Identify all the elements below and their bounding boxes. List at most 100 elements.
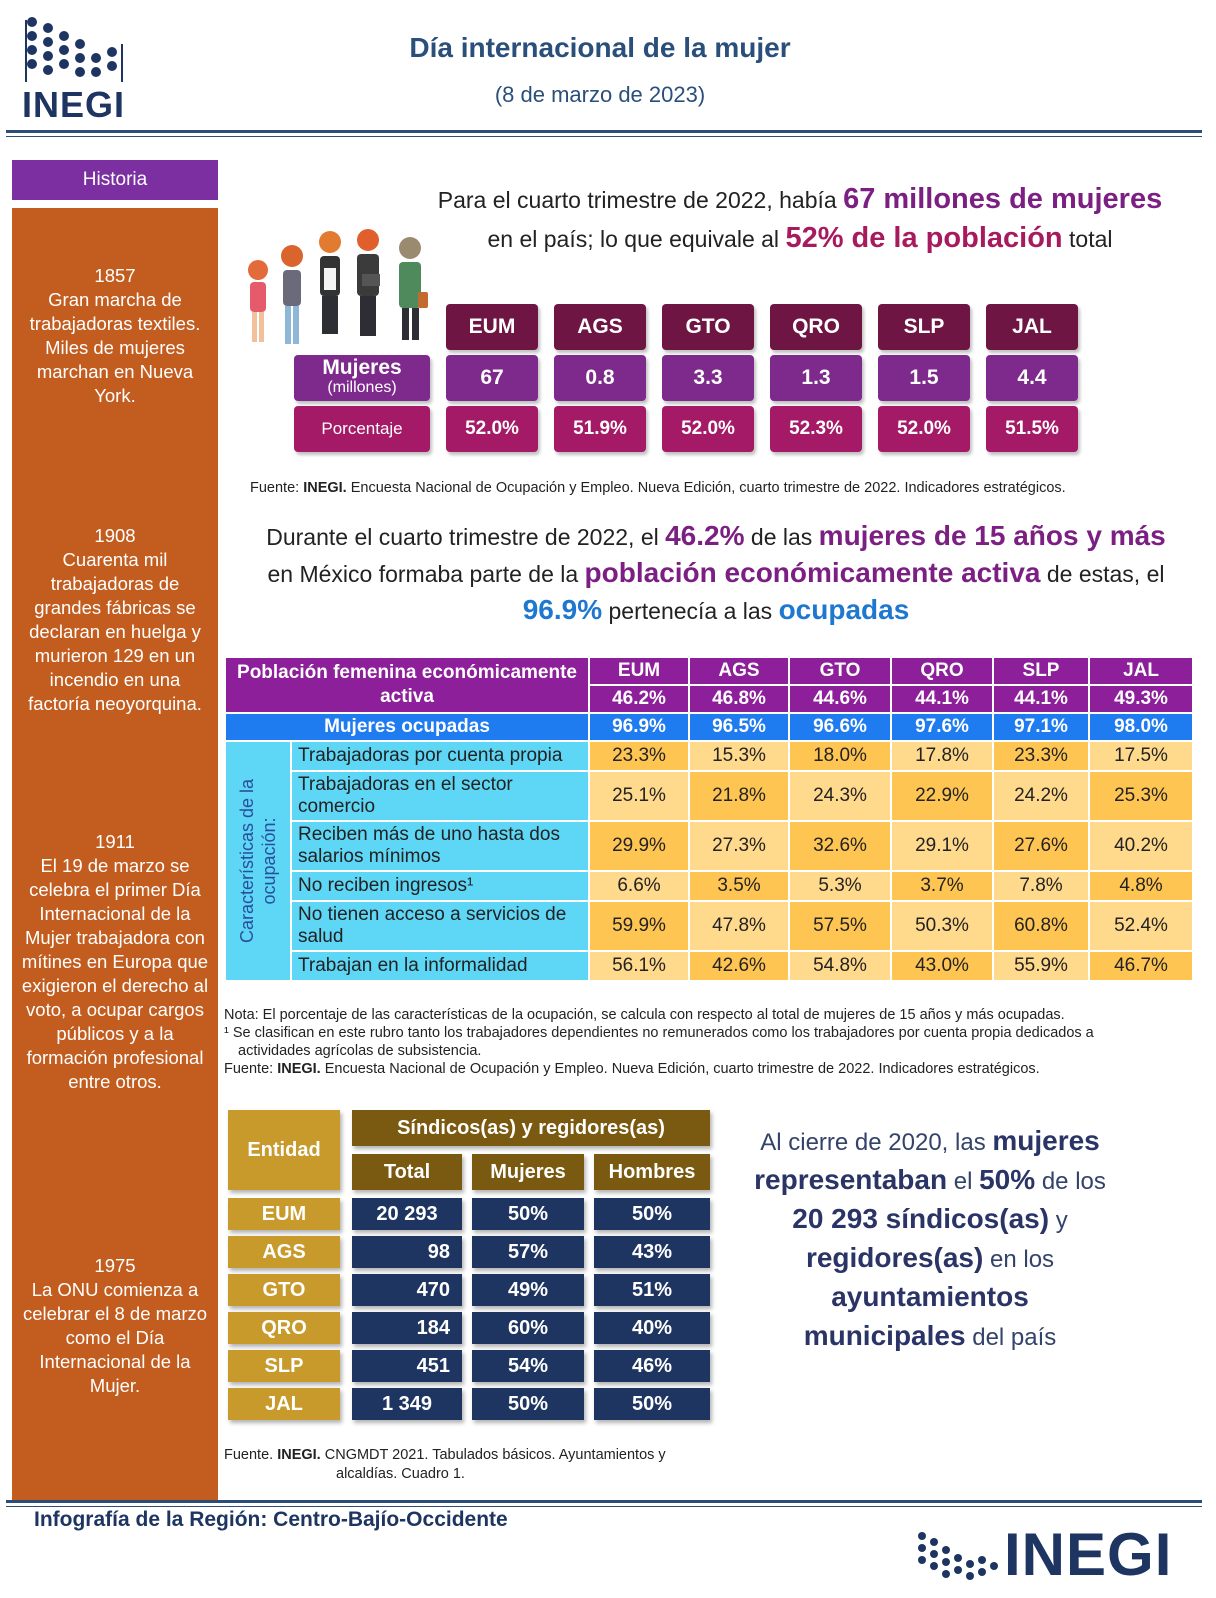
cell-value: 4.8% [1088,870,1195,902]
table-row: No tienen acceso a servicios de salud 59… [225,900,1195,952]
porcentaje-value: 51.5% [986,406,1078,452]
cell-value: 27.3% [688,820,791,872]
ocupadas-value: 96.6% [788,712,893,742]
sindicos-statement: Al cierre de 2020, las mujeres represent… [754,1125,1106,1351]
total-cell: 451 [352,1350,462,1382]
total-cell: 184 [352,1312,462,1344]
row-label: No tienen acceso a servicios de salud [289,900,591,952]
row-label: Trabajadoras por cuenta propia [289,740,591,772]
cell-value: 23.3% [992,740,1091,772]
row-label-mujeres: Mujeres (millones) [294,355,430,401]
pea-table: Población femenina económicamente activa… [223,656,1195,982]
entity-cell: QRO [228,1312,340,1344]
cell-value: 40.2% [1088,820,1195,872]
vertical-label-cell: Características de la ocupación: [224,740,292,982]
highlight-women-millions: 67 millones de mujeres [843,183,1163,215]
history-event: 1857 Gran marcha de trabajadoras textile… [20,264,210,408]
cell-value: 32.6% [788,820,893,872]
table-row: Mujeres ocupadas 96.9% 96.5% 96.6% 97.6%… [223,712,1195,742]
group-header: Síndicos(as) y regidores(as) [352,1110,710,1146]
porcentaje-value: 52.0% [662,406,754,452]
cell-value: 17.5% [1088,740,1195,772]
entity-header: QRO [770,304,862,350]
entity-cell: AGS [228,1236,340,1268]
event-year: 1908 [94,525,136,546]
entity-header: SLP [992,656,1091,686]
mujeres-cell: 60% [472,1312,584,1344]
entity-header: SLP [878,304,970,350]
col-hombres-header: Hombres [594,1154,710,1190]
cell-value: 3.7% [890,870,995,902]
cell-value: 29.9% [588,820,691,872]
header-divider-thin [6,136,1202,137]
entity-header: JAL [1088,656,1195,686]
table-notes: Nota: El porcentaje de las característic… [224,1007,1094,1077]
entity-header: EUM [446,304,538,350]
ocupadas-value: 96.5% [688,712,791,742]
event-text: El 19 de marzo se celebra el primer Día … [21,855,209,1092]
ocupadas-label: Mujeres ocupadas [223,712,591,742]
cell-value: 24.2% [992,770,1091,822]
cell-value: 25.3% [1088,770,1195,822]
cell-value: 57.5% [788,900,893,952]
table-row: Población femenina económicamente activa… [223,656,1195,714]
entity-header: JAL [986,304,1078,350]
mujeres-cell: 50% [472,1198,584,1230]
pea-value: 44.1% [992,684,1091,714]
hombres-cell: 50% [594,1198,710,1230]
table-row: Reciben más de uno hasta dos salarios mí… [225,820,1195,872]
sindicos-table: EUM 20 293 50% 50% AGS 98 57% 43% GTO 47… [228,1198,718,1424]
table-row: Trabajadoras en el sector comercio 25.1%… [225,770,1195,822]
page-subtitle: (8 de marzo de 2023) [494,82,706,107]
mujeres-value: 3.3 [662,355,754,401]
header-divider [6,130,1202,133]
entity-cell: EUM [228,1198,340,1230]
entity-header: GTO [788,656,893,686]
inegi-logo-footer: INEGI [916,1521,1196,1588]
event-text: Cuarenta mil trabajadoras de grandes fáb… [28,549,202,714]
event-year: 1911 [95,831,135,852]
mujeres-cell: 49% [472,1274,584,1306]
cell-value: 25.1% [588,770,691,822]
porcentaje-value: 52.0% [878,406,970,452]
cell-value: 24.3% [788,770,893,822]
history-event: 1975 La ONU comienza a celebrar el 8 de … [20,1254,210,1398]
cell-value: 60.8% [992,900,1091,952]
ocupadas-value: 97.1% [992,712,1091,742]
total-cell: 20 293 [352,1198,462,1230]
logo-text: INEGI [22,84,126,125]
cell-value: 56.1% [588,950,691,982]
row-label: Trabajadoras en el sector comercio [289,770,591,822]
dots-icon [918,1532,998,1580]
source-note: Fuente: INEGI. Encuesta Nacional de Ocup… [250,480,1066,496]
cell-value: 27.6% [992,820,1091,872]
event-text: La ONU comienza a celebrar el 8 de marzo… [22,1279,208,1396]
mujeres-value: 1.5 [878,355,970,401]
cell-value: 7.8% [992,870,1091,902]
inegi-logo: INEGI [22,14,134,126]
total-cell: 470 [352,1274,462,1306]
footer-divider [6,1500,1202,1503]
cell-value: 54.8% [788,950,893,982]
hombres-cell: 50% [594,1388,710,1420]
mujeres-value: 4.4 [986,355,1078,401]
entity-header: QRO [890,656,995,686]
event-year: 1857 [94,265,136,286]
table-row: Trabajan en la informalidad 56.1% 42.6% … [225,950,1195,982]
cell-value: 46.7% [1088,950,1195,982]
women-illustration [240,222,440,350]
porcentaje-value: 52.3% [770,406,862,452]
pea-value: 46.8% [688,684,791,714]
history-sidebar: 1857 Gran marcha de trabajadoras textile… [12,208,218,1500]
porcentaje-value: 52.0% [446,406,538,452]
mujeres-value: 1.3 [770,355,862,401]
total-cell: 1 349 [352,1388,462,1420]
row-label: No reciben ingresos¹ [289,870,591,902]
entity-cell: JAL [228,1388,340,1420]
entity-header: EUM [588,656,691,686]
pea-label: Población femenina económicamente activa [223,656,591,714]
entity-cell: SLP [228,1350,340,1382]
footer-divider-thin [6,1506,1202,1507]
ocupadas-value: 97.6% [890,712,995,742]
footer-region-text: Infografía de la Región: Centro-Bajío-Oc… [34,1508,508,1531]
